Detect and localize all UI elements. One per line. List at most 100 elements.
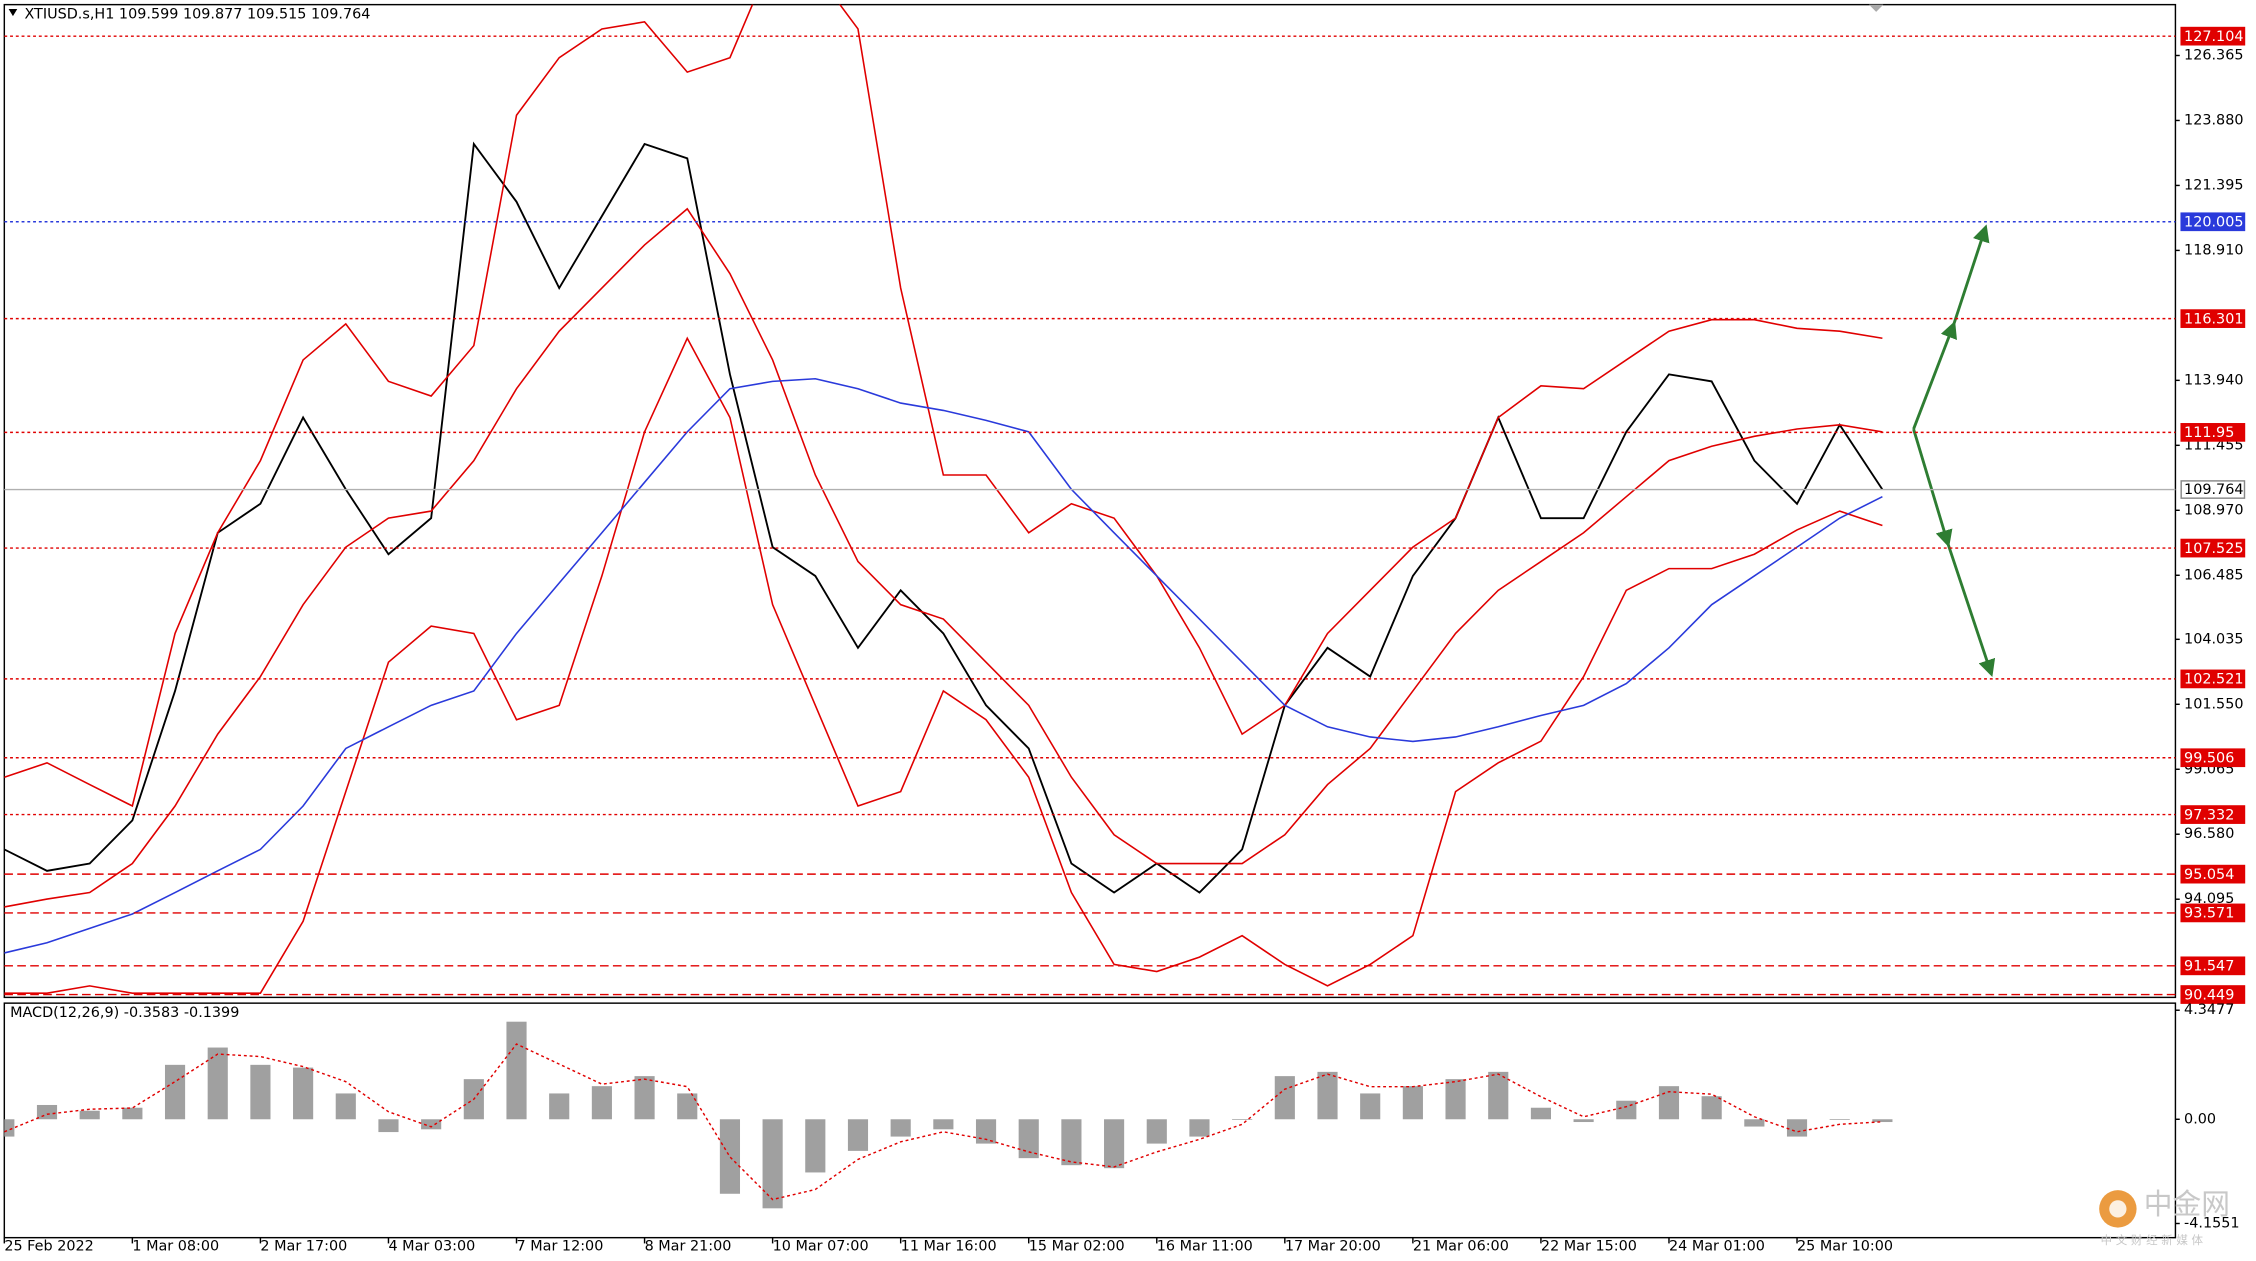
- x-tick-label: 25 Mar 10:00: [1797, 1238, 1893, 1254]
- level-label: 111.95: [2184, 425, 2234, 441]
- shift-marker: [1868, 4, 1884, 12]
- macd-bar: [1232, 1119, 1253, 1120]
- y-tick-label: 0.00: [2184, 1111, 2216, 1127]
- watermark-text: 中金网: [2144, 1187, 2230, 1221]
- x-tick-label: 1 Mar 08:00: [132, 1238, 219, 1254]
- level-label: 102.521: [2184, 672, 2243, 688]
- macd-bar: [250, 1064, 271, 1120]
- macd-bar: [1616, 1100, 1637, 1120]
- macd-bar: [1530, 1107, 1551, 1120]
- x-tick-label: 15 Mar 02:00: [1029, 1238, 1125, 1254]
- macd-bar: [1146, 1119, 1167, 1144]
- macd-bar: [890, 1119, 911, 1137]
- arrow-up: [1952, 224, 1990, 325]
- macd-bar: [933, 1119, 954, 1130]
- macd-bar: [634, 1076, 655, 1120]
- x-tick-label: 4 Mar 03:00: [388, 1238, 475, 1254]
- macd-bar: [1445, 1079, 1466, 1120]
- arrow-down: [1946, 543, 1996, 677]
- level-label-box: [2180, 212, 2246, 232]
- level-label: 107.525: [2184, 541, 2243, 557]
- y-tick-label: 118.910: [2184, 242, 2243, 258]
- level-label: 91.547: [2184, 959, 2234, 975]
- x-tick-label: 22 Mar 15:00: [1541, 1238, 1637, 1254]
- level-label: 99.506: [2184, 750, 2234, 766]
- macd-bar: [1274, 1076, 1295, 1120]
- macd-bar: [1402, 1086, 1423, 1120]
- plot-area: [4, 1021, 1893, 1209]
- macd-bar: [122, 1107, 143, 1120]
- level-label-box: [2180, 956, 2246, 976]
- macd-bar: [335, 1093, 356, 1120]
- watermark-sub: 中 文 财 经 新 媒 体: [2101, 1233, 2204, 1247]
- macd-bar: [1317, 1071, 1338, 1120]
- chart-title: XTIUSD.s,H1 109.599 109.877 109.515 109.…: [24, 7, 370, 23]
- macd-bar: [164, 1064, 186, 1120]
- macd-bar: [1018, 1119, 1039, 1159]
- x-tick-label: 2 Mar 17:00: [260, 1238, 347, 1254]
- x-tick-label: 11 Mar 16:00: [901, 1238, 997, 1254]
- level-label-box: [2180, 480, 2246, 499]
- macd-bar: [1658, 1086, 1680, 1120]
- y-tick-label: 121.395: [2184, 177, 2243, 193]
- x-tick-label: 21 Mar 06:00: [1413, 1238, 1509, 1254]
- macd-bar: [1872, 1119, 1893, 1123]
- macd-bar: [421, 1119, 442, 1130]
- level-label-box: [2180, 309, 2246, 328]
- level-label: 93.571: [2184, 906, 2234, 922]
- macd-bar: [1061, 1119, 1082, 1166]
- macd-bar: [677, 1093, 698, 1120]
- macd-bar: [207, 1047, 228, 1120]
- scenario-arrows: [1912, 224, 1996, 677]
- watermark: 中金网 中 文 财 经 新 媒 体: [2099, 1187, 2230, 1247]
- x-tick-label: 25 Feb 2022: [4, 1238, 93, 1254]
- level-label-box: [2180, 748, 2246, 768]
- macd-bar: [1744, 1119, 1765, 1127]
- y-tick-label: 104.035: [2184, 631, 2243, 647]
- level-label: 109.764: [2184, 482, 2243, 498]
- macd-bar: [1360, 1093, 1381, 1120]
- y-tick-label: 123.880: [2184, 112, 2243, 128]
- level-label: 116.301: [2184, 311, 2243, 327]
- macd-bar: [1786, 1119, 1808, 1137]
- macd-bar: [1189, 1119, 1210, 1137]
- level-label: 90.449: [2184, 987, 2234, 1003]
- macd-bar: [719, 1119, 741, 1194]
- level-label-box: [2180, 669, 2246, 689]
- level-label-box: [2180, 985, 2246, 1004]
- x-tick-label: 17 Mar 20:00: [1285, 1238, 1381, 1254]
- macd-bar: [1488, 1071, 1509, 1120]
- level-label: 120.005: [2184, 214, 2243, 230]
- macd-bar: [1573, 1119, 1594, 1123]
- macd-bar: [805, 1119, 826, 1173]
- macd-bar: [378, 1119, 399, 1133]
- macd-bar: [549, 1093, 570, 1120]
- macd-signal: [4, 1043, 1883, 1201]
- x-tick-label: 24 Mar 01:00: [1669, 1238, 1765, 1254]
- macd-bar: [36, 1104, 58, 1120]
- x-tick-label: 8 Mar 21:00: [645, 1238, 732, 1254]
- y-tick-label: 94.095: [2184, 891, 2234, 907]
- indicator-line: [4, 336, 1883, 994]
- y-tick-label: 113.940: [2184, 372, 2243, 388]
- indicator-line: [4, 377, 1883, 954]
- price-line: [4, 141, 1884, 894]
- macd-bar: [1829, 1119, 1850, 1120]
- menu-triangle[interactable]: [8, 8, 18, 17]
- macd-bar: [591, 1086, 612, 1120]
- y-tick-label: 126.365: [2184, 47, 2243, 63]
- macd-bar: [1701, 1096, 1722, 1120]
- macd-bar: [847, 1119, 869, 1151]
- macd-bar: [4, 1119, 15, 1137]
- x-tick-label: 10 Mar 07:00: [773, 1238, 869, 1254]
- main-frame: [3, 3, 2177, 999]
- y-tick-label: 96.580: [2184, 826, 2234, 842]
- macd-bar: [79, 1110, 100, 1120]
- arrow-up: [1912, 320, 1957, 430]
- x-tick-label: 16 Mar 11:00: [1157, 1238, 1253, 1254]
- level-label-box: [2180, 864, 2246, 884]
- macd-bar: [1104, 1119, 1125, 1169]
- indicator-line: [4, 4, 1883, 808]
